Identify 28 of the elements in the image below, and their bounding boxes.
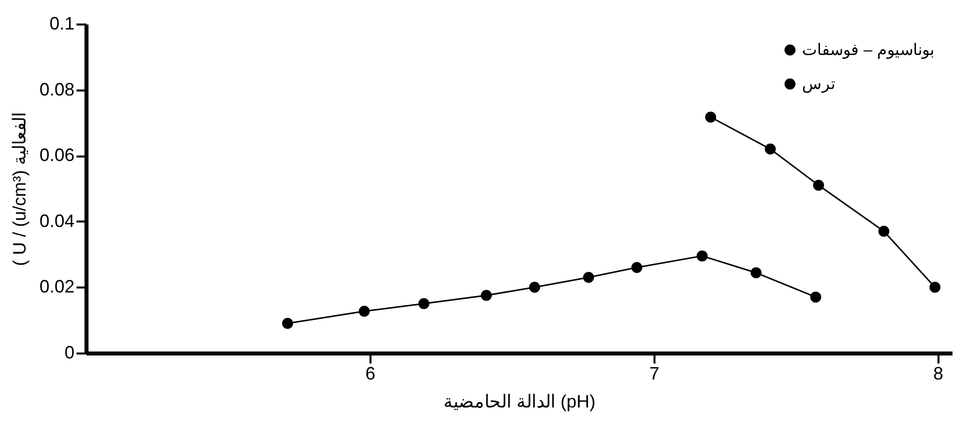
x-axis-title: الدالة الحامضية (pH) (443, 392, 596, 412)
point (750, 267, 762, 278)
x-tick-label: 6 (365, 364, 376, 384)
point (358, 306, 370, 317)
point (810, 292, 822, 303)
point (631, 262, 642, 273)
point (878, 226, 890, 237)
legend-label: بوناسيوم – فوسفات (802, 42, 934, 59)
point (813, 180, 824, 191)
y-tick-label: 0.06 (39, 145, 74, 166)
y-tick-label: 0.1 (49, 14, 74, 34)
point (480, 290, 492, 301)
x-tick-label: 7 (649, 364, 660, 384)
point (529, 282, 540, 293)
y-tick-label: 0.08 (39, 79, 74, 100)
y-tick-label: 0.04 (39, 210, 74, 231)
y-axis-title: ( U / (u/cm³) الفعالية (9, 112, 30, 266)
point (696, 250, 708, 262)
y-tick-label: 0 (64, 342, 74, 362)
point (929, 282, 940, 293)
point (764, 144, 776, 155)
point (705, 112, 716, 123)
legend-label: ترس (802, 76, 835, 93)
y-tick-label: 0.02 (39, 276, 74, 297)
point (282, 318, 294, 329)
point (418, 298, 430, 310)
x-tick-label: 8 (933, 364, 944, 384)
point (583, 272, 594, 283)
